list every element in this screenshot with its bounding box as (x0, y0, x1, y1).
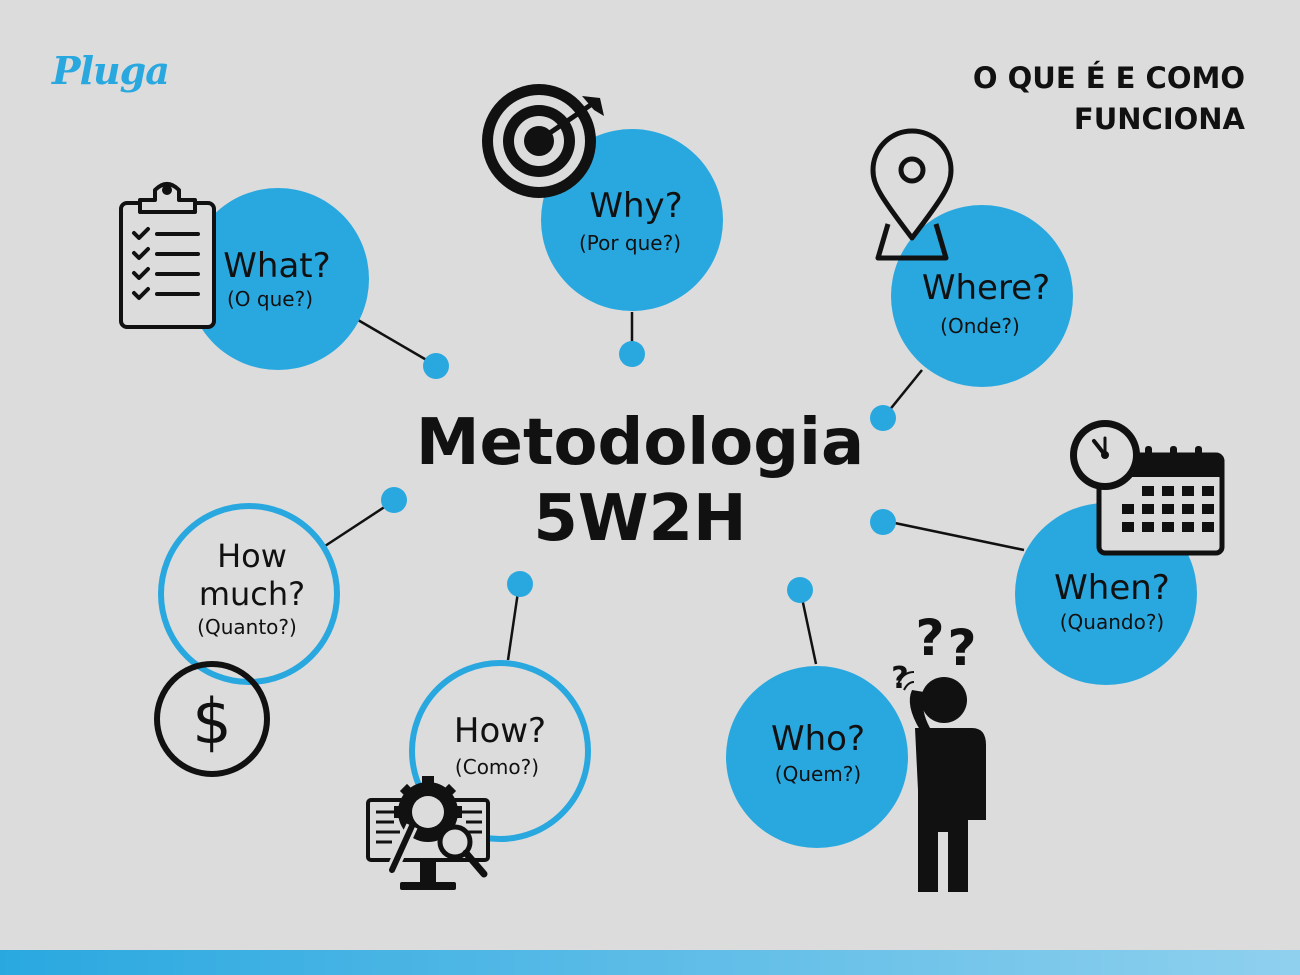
target-arrow-icon (482, 84, 604, 198)
bubble-what (187, 188, 369, 370)
connector-what (357, 318, 431, 364)
brand-logo: Pluga (52, 48, 170, 93)
where-label: Where? (922, 268, 1050, 308)
when-label: When? (1054, 568, 1170, 608)
bubble-how (409, 660, 591, 842)
computer-settings-icon (366, 776, 490, 890)
connector-when (889, 520, 1025, 552)
dot-how-much (381, 487, 407, 513)
confused-person-icon: ? ? ? (891, 609, 986, 892)
connector-who (800, 597, 818, 665)
dot-where (870, 405, 896, 431)
central-title-line-2: 5W2H (533, 482, 747, 556)
dot-what (423, 353, 449, 379)
central-topic: Metodologia 5W2H (400, 405, 880, 557)
bottom-accent-bar (0, 950, 1300, 975)
bubble-why (541, 129, 723, 311)
connector-how (506, 591, 520, 661)
dot-when (870, 509, 896, 535)
page-subtitle: O QUE É E COMO FUNCIONA (973, 58, 1245, 140)
how-label: How? (454, 711, 546, 751)
connectors (324, 312, 1025, 665)
when-sublabel: (Quando?) (1060, 610, 1165, 634)
how-much-sublabel: (Quanto?) (197, 615, 297, 639)
connector-dots (381, 341, 896, 603)
svg-text:?: ? (947, 619, 976, 677)
connector-where (887, 369, 923, 413)
where-sublabel: (Onde?) (940, 314, 1020, 338)
subtitle-line-1: O QUE É E COMO (972, 61, 1245, 95)
who-label: Who? (771, 719, 865, 759)
dot-who (787, 577, 813, 603)
connector-how-much (324, 504, 387, 548)
clipboard-checklist-icon (119, 182, 216, 329)
subtitle-line-2: FUNCIONA (1073, 102, 1245, 136)
how-much-label-line1: How (217, 537, 287, 575)
central-title-line-1: Metodologia (415, 406, 865, 480)
clock-calendar-icon (1070, 420, 1225, 556)
how-sublabel: (Como?) (455, 755, 539, 779)
bubble-where (891, 205, 1073, 387)
svg-text:$: $ (192, 685, 231, 758)
how-much-label-line2: much? (199, 575, 305, 613)
dollar-coin-icon: $ (154, 661, 270, 777)
dot-why (619, 341, 645, 367)
who-sublabel: (Quem?) (775, 762, 861, 786)
bubble-who (726, 666, 908, 848)
why-label: Why? (589, 186, 682, 226)
svg-text:?: ? (915, 609, 944, 667)
what-label: What? (223, 246, 330, 286)
why-sublabel: (Por que?) (579, 231, 681, 255)
what-sublabel: (O que?) (227, 287, 313, 311)
location-pin-icon (870, 128, 954, 261)
dot-how (507, 571, 533, 597)
